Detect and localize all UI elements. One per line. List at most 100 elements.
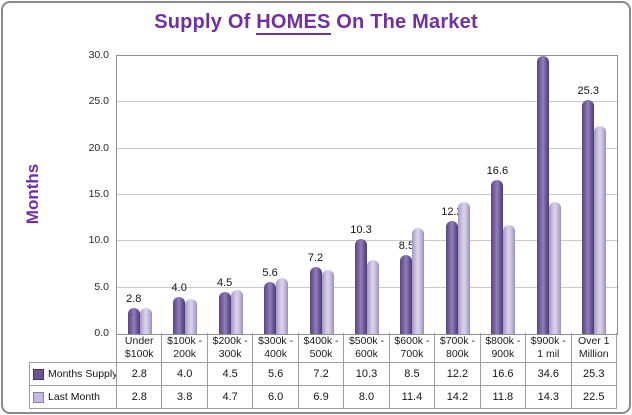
- table-value: 10.3: [344, 363, 390, 386]
- bar-value-label: 7.2: [307, 252, 324, 265]
- category-label-line1: $500k -: [348, 335, 384, 347]
- category-label-line1: $100k -: [167, 335, 203, 347]
- bar-months-supply: [536, 56, 549, 334]
- category-label-line1: Over 1: [578, 335, 610, 347]
- y-axis-tick-label: 20.0: [88, 141, 109, 154]
- bar-value-label: 4.5: [216, 277, 233, 290]
- y-axis-tick-label: 5.0: [94, 280, 109, 293]
- y-axis-tick-label: 15.0: [88, 188, 109, 200]
- category-label-line2: 800k: [446, 348, 469, 360]
- category-label-line1: $600k -: [394, 335, 430, 347]
- gridline: [117, 147, 617, 149]
- table-value: 6.9: [298, 386, 345, 409]
- legend-item-last-month: Last Month: [30, 386, 117, 409]
- bar-last-month: [548, 201, 561, 334]
- bar-last-month: [457, 202, 470, 334]
- table-value: 14.3: [526, 386, 572, 409]
- category-label-line1: $700k -: [439, 335, 475, 347]
- category-label-line2: 200k: [173, 348, 197, 360]
- bar-months-supply: [127, 308, 140, 334]
- table-value: 11.8: [480, 386, 527, 409]
- bar-months-supply: [309, 267, 322, 334]
- bar-last-month: [594, 125, 607, 334]
- category-label-line1: $900k -: [530, 335, 566, 347]
- bar-months-supply: [491, 180, 504, 334]
- table-value: 2.8: [117, 386, 163, 409]
- gridline: [117, 194, 617, 195]
- category-label-line2: 300k: [218, 348, 242, 360]
- table-value: 4.7: [207, 386, 254, 409]
- table-value: 4.5: [207, 363, 254, 386]
- category-label-line2: Million: [578, 348, 609, 360]
- data-table: Months Supply 2.8 4.0 4.5 5.6 7.2 10.3 8.5 12.2 1…: [29, 362, 617, 409]
- bar-last-month: [139, 308, 152, 334]
- legend-label: Months Supply: [48, 368, 117, 380]
- category-label-line2: $100k: [124, 348, 154, 360]
- category-label-line2: 400k: [264, 348, 287, 360]
- category-label-line1: $800k -: [485, 335, 521, 347]
- bar-last-month: [185, 298, 198, 334]
- bar-last-month: [503, 224, 516, 334]
- title-highlighted-word: HOMES: [256, 11, 331, 35]
- y-axis-ticks: 0.0 5.0 10.0 15.0 20.0 25.0 30.0: [3, 49, 109, 339]
- table-value: 5.6: [253, 363, 299, 386]
- category-label: Under $100k: [117, 333, 163, 362]
- legend-label: Last Month: [48, 391, 100, 403]
- category-label: $500k -600k: [344, 333, 390, 362]
- title-suffix: On The Market: [330, 11, 478, 33]
- bar-months-supply: [445, 220, 458, 334]
- category-label: $200k -300k: [208, 333, 254, 362]
- bar-last-month: [412, 228, 425, 334]
- bar-value-label: 8.5: [398, 240, 415, 253]
- legend-key-icon: [33, 391, 44, 403]
- plot-area: 2.8 4.0 4.5 5.6 7.2 10.3 8.5 12.2 16.6 25.3: [116, 55, 618, 335]
- bar-value-label: 12.2: [441, 205, 463, 218]
- bar-value-label: 4.0: [171, 281, 187, 294]
- category-label: $400k -500k: [299, 333, 345, 362]
- table-value: 16.6: [480, 363, 527, 386]
- bar-value-label: 25.3: [577, 84, 599, 97]
- category-label: Over 1 Million: [572, 333, 617, 362]
- table-value: 14.2: [435, 386, 481, 409]
- category-label-line1: $300k -: [258, 335, 294, 347]
- category-label-line2: 700k: [400, 348, 424, 360]
- table-value: 25.3: [571, 363, 617, 386]
- category-label-line2: 600k: [355, 348, 378, 360]
- bar-value-label: 2.8: [126, 293, 142, 306]
- bar-last-month: [276, 278, 289, 334]
- category-label-line1: $200k -: [212, 335, 248, 347]
- gridline: [117, 240, 617, 242]
- bar-months-supply: [218, 292, 231, 334]
- legend-key-icon: [33, 368, 44, 380]
- category-label: $300k -400k: [253, 333, 299, 362]
- table-value: 6.0: [253, 386, 299, 409]
- table-value: 34.6: [526, 363, 572, 386]
- bar-value-label: 16.6: [486, 165, 509, 178]
- bar-last-month: [367, 259, 379, 334]
- bar-months-supply: [264, 282, 277, 334]
- y-axis-tick-label: 10.0: [88, 234, 109, 247]
- category-label-line2: 500k: [309, 348, 333, 360]
- category-label-line1: $400k -: [303, 335, 339, 347]
- bar-months-supply: [582, 99, 595, 334]
- bar-last-month: [230, 290, 243, 334]
- title-prefix: Supply Of: [154, 11, 257, 33]
- category-label: $900k -1 mil: [526, 333, 572, 362]
- table-value: 2.8: [117, 363, 163, 386]
- category-label: $600k -700k: [390, 333, 436, 362]
- table-value: 3.8: [162, 386, 208, 409]
- category-label-line2: 1 mil: [537, 348, 560, 360]
- category-label: $700k -800k: [435, 333, 481, 362]
- bar-months-supply: [355, 238, 367, 334]
- gridline: [117, 101, 617, 103]
- category-label-line2: 900k: [491, 348, 515, 360]
- table-value: 12.2: [435, 363, 481, 386]
- bar-months-supply: [400, 255, 413, 334]
- category-label: $100k -200k: [162, 333, 208, 362]
- table-value: 8.5: [389, 363, 436, 386]
- category-label-line1: Under: [124, 335, 154, 347]
- bar-last-month: [321, 270, 334, 334]
- table-value: 22.5: [571, 386, 617, 409]
- table-value: 7.2: [298, 363, 345, 386]
